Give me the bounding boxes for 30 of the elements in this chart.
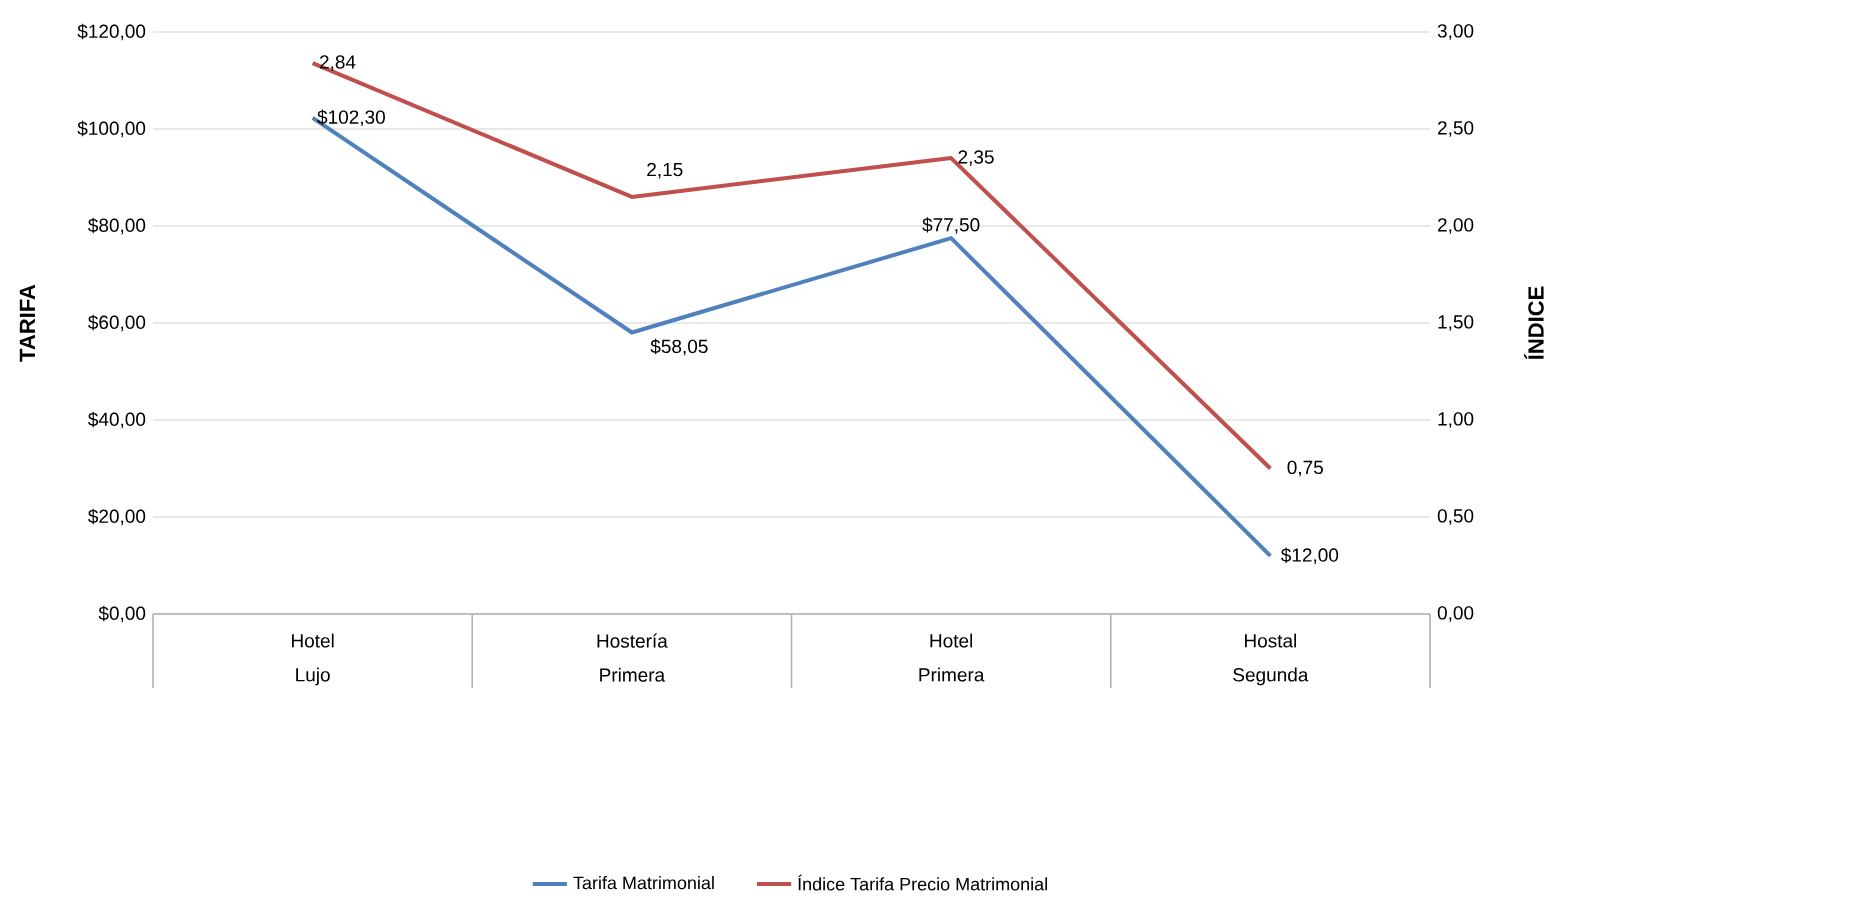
y-tick-label: $40,00 <box>88 411 146 429</box>
y2-tick-label: 1,50 <box>1438 315 1474 331</box>
y-tick-label: $0,00 <box>98 605 146 623</box>
y2-tick-label: 2,00 <box>1438 218 1474 234</box>
legend-label: Tarifa Matrimonial <box>573 876 714 890</box>
data-label: $77,50 <box>922 217 980 234</box>
y-tick-label: $120,00 <box>77 23 146 41</box>
y2-tick-label: 3,00 <box>1437 24 1474 40</box>
y-axis-title: TARIFA <box>19 284 35 362</box>
y-tick-label: $20,00 <box>88 508 146 526</box>
data-label: 0,75 <box>1287 460 1323 477</box>
data-label: 2,15 <box>647 162 683 179</box>
x-tick-label: Hotel Lujo <box>292 633 334 686</box>
data-label: 2,35 <box>958 150 994 166</box>
y2-tick-label: 0,00 <box>1437 606 1474 622</box>
y2-tick-label: 1,00 <box>1438 412 1474 428</box>
data-label: $102,30 <box>317 109 385 127</box>
y-tick-label: $80,00 <box>88 217 146 235</box>
y2-tick-label: 2,50 <box>1438 121 1474 137</box>
y-tick-label: $60,00 <box>88 314 146 332</box>
data-label: 2,84 <box>319 55 356 71</box>
data-label: $12,00 <box>1280 547 1339 565</box>
x-tick-label: Hotel Primera <box>919 633 985 682</box>
legend-label: Índice Tarifa Precio Matrimonial <box>798 874 1047 891</box>
data-label: $58,05 <box>650 338 708 356</box>
y-tick-label: $100,00 <box>77 120 146 138</box>
x-tick-label: Hostería Primera <box>597 633 668 682</box>
x-tick-label: Hostal Segunda <box>1233 633 1309 686</box>
y2-tick-label: 0,50 <box>1437 509 1474 525</box>
y2-axis-title: ÍNDICE <box>1524 286 1544 360</box>
